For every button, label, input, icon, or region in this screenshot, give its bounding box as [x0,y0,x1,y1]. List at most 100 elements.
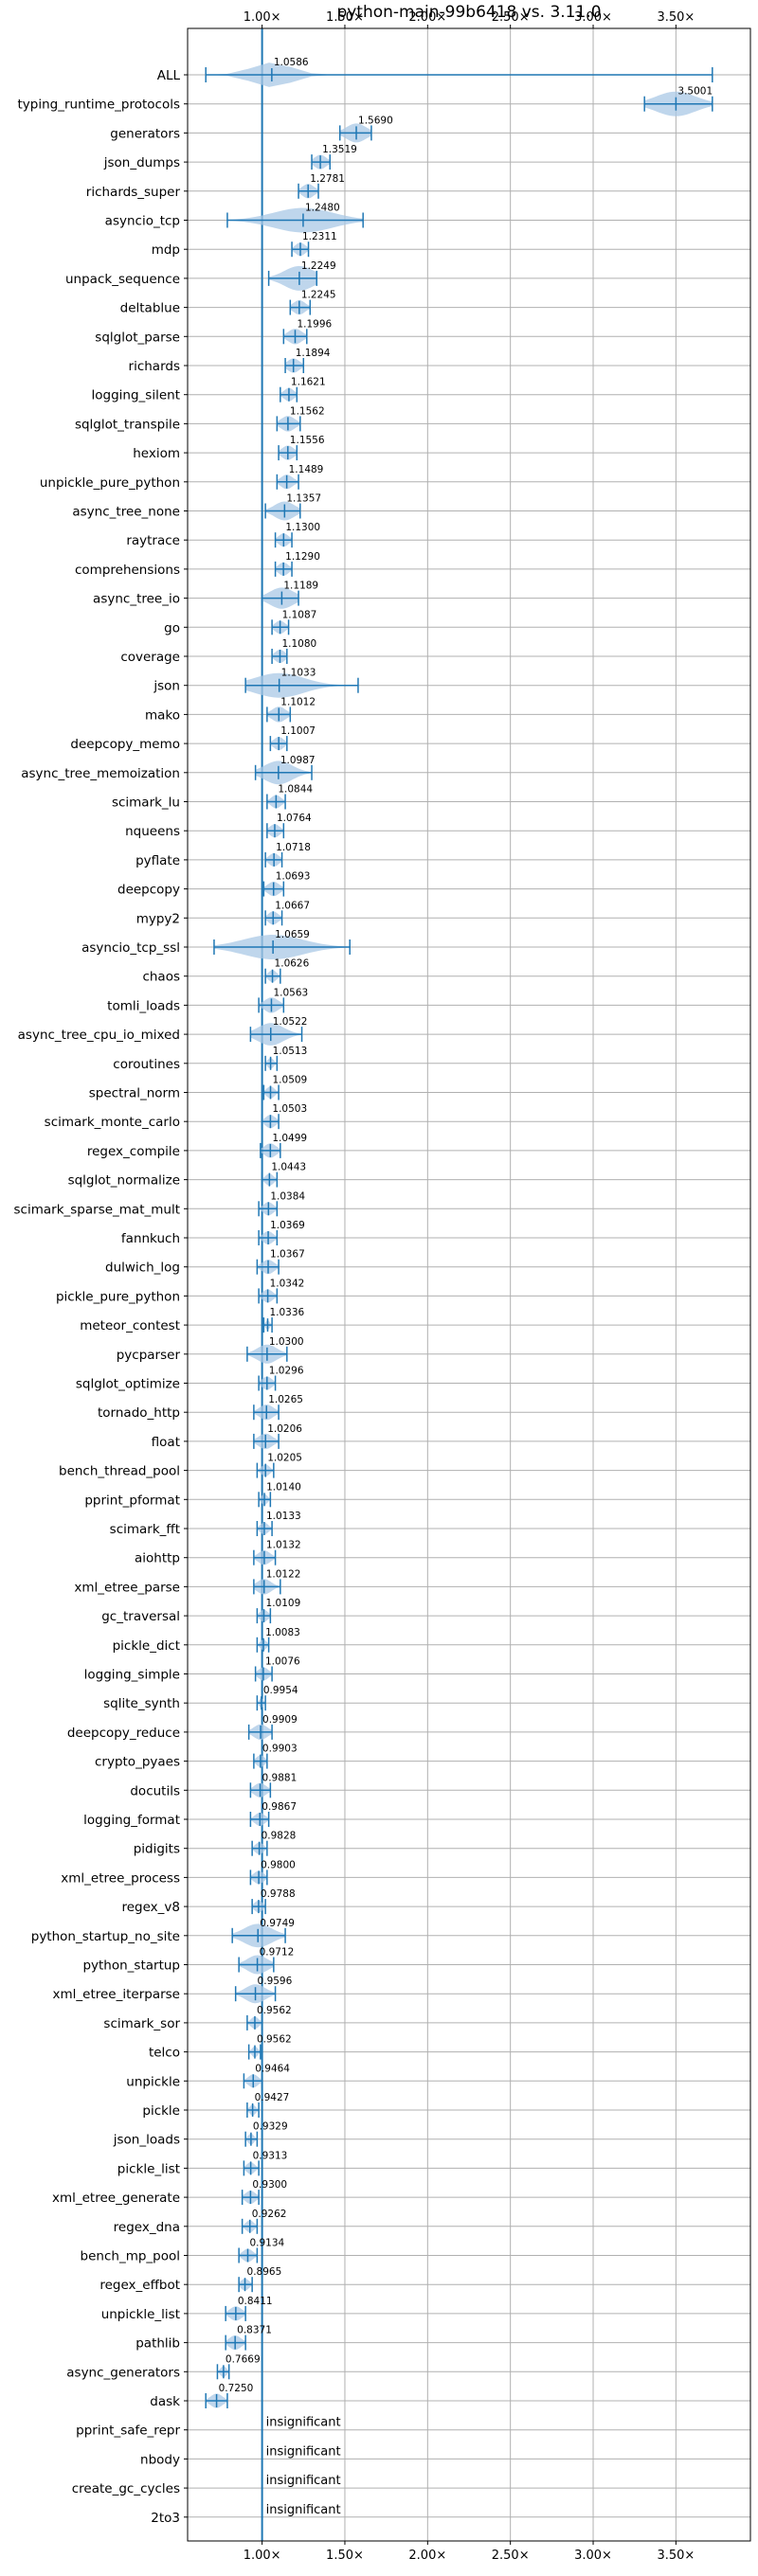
insignificant-label: insignificant [266,2503,341,2517]
value-label: 1.0513 [273,1046,308,1057]
category-label: regex_effbot [99,2278,180,2293]
category-label: async_tree_cpu_io_mixed [18,1028,180,1043]
category-label: scimark_monte_carlo [45,1115,180,1130]
labels: 1.00× 1.00× 1.50× 1.50× 2.00× 2.00× 2.50× 2.50×… [14,10,713,2563]
category-label: python_startup_no_site [31,1929,180,1944]
value-label: 0.9134 [249,2238,284,2249]
value-label: 0.9828 [262,1831,297,1842]
x-tick-label-bottom: 3.00× [574,2549,612,2563]
category-label: ALL [157,68,181,83]
category-label: pickle_pure_python [56,1289,180,1304]
category-label: coroutines [113,1057,180,1072]
value-label: 1.0296 [269,1366,304,1377]
category-label: nbody [140,2452,180,2467]
category-label: sqlglot_transpile [75,417,180,432]
value-label: 1.1087 [282,609,317,620]
category-label: docutils [130,1783,180,1798]
value-label: 1.0667 [275,900,310,911]
value-label: 1.0987 [280,755,316,766]
value-label: 1.0083 [265,1627,300,1638]
category-label: pickle_dict [113,1638,180,1654]
category-label: aiohttp [135,1551,180,1566]
insignificant-label: insignificant [266,2474,341,2488]
value-label: 1.3519 [322,144,357,155]
category-label: raytrace [126,533,180,548]
value-label: 1.1489 [289,464,324,475]
category-label: bench_thread_pool [59,1464,180,1479]
x-tick-label-bottom: 3.50× [657,2549,695,2563]
value-label: 3.5001 [677,86,713,98]
category-label: scimark_lu [112,796,180,811]
value-label: 1.0844 [278,784,313,796]
category-label: sqlglot_optimize [76,1377,180,1392]
value-label: 1.0140 [266,1481,301,1493]
value-label: 0.8965 [247,2266,282,2278]
value-label: 1.0205 [267,1453,302,1464]
category-label: nqueens [125,824,180,839]
category-label: bench_mp_pool [81,2249,180,2264]
value-label: 0.9596 [258,1976,293,1987]
value-label: 1.0586 [274,57,309,68]
value-label: 1.0367 [270,1249,305,1261]
value-label: 1.0509 [273,1075,308,1086]
category-label: typing_runtime_protocols [18,98,181,113]
x-tick-label-top: 3.00× [574,10,612,25]
category-label: regex_v8 [121,1900,180,1915]
value-label: 1.0503 [272,1103,307,1115]
category-label: scimark_fft [110,1522,180,1537]
category-label: pycparser [117,1348,181,1363]
category-label: pprint_pformat [84,1493,180,1508]
value-label: 1.1080 [281,638,316,650]
category-label: dulwich_log [105,1261,180,1276]
category-label: pathlib [135,2336,180,2352]
value-label: 1.2245 [301,290,336,301]
category-label: async_tree_io [93,592,180,607]
x-tick-label-top: 1.50× [326,10,364,25]
value-label: 0.9427 [255,2092,290,2103]
value-label: 0.9464 [255,2063,290,2074]
value-label: 1.0342 [270,1278,305,1289]
category-label: pyflate [135,853,180,868]
category-label: telco [149,2046,180,2061]
category-label: deepcopy_memo [70,737,180,752]
category-label: logging_format [83,1813,180,1828]
x-tick-label-bottom: 2.00× [408,2549,446,2563]
category-label: richards [129,359,180,374]
category-label: mypy2 [136,911,180,926]
category-label: unpickle_pure_python [40,475,180,491]
value-label: 1.0384 [270,1190,305,1202]
value-label: 0.7250 [219,2383,254,2394]
value-label: 1.0764 [277,813,312,824]
value-label: 1.1290 [285,551,320,563]
category-label: generators [110,126,180,141]
category-label: crypto_pyaes [95,1755,180,1770]
value-label: 0.9867 [262,1801,297,1813]
value-label: 1.0133 [266,1511,301,1522]
category-label: xml_etree_process [61,1870,180,1886]
category-label: hexiom [133,446,180,461]
value-label: 1.0369 [270,1220,305,1231]
category-label: chaos [142,970,180,985]
category-label: unpickle [126,2074,180,2089]
value-label: 1.0109 [266,1598,301,1609]
value-label: 1.0206 [267,1423,302,1435]
category-label: dask [150,2394,180,2409]
value-label: 0.9262 [252,2209,287,2220]
value-label: 0.9300 [252,2179,287,2191]
value-label: 0.9788 [261,1888,296,1900]
value-label: 1.0122 [266,1568,301,1580]
category-label: deltablue [120,301,180,316]
value-label: 0.9749 [260,1918,295,1929]
category-label: deepcopy [117,883,180,898]
category-label: async_generators [66,2365,180,2380]
category-label: float [152,1435,180,1450]
value-label: 1.1357 [286,493,321,505]
value-label: 1.0693 [276,871,311,883]
value-label: 1.2311 [302,231,337,242]
category-label: pprint_safe_repr [76,2424,180,2439]
category-label: xml_etree_generate [52,2191,180,2206]
category-label: async_tree_none [72,505,180,520]
x-tick-label-top: 2.50× [492,10,530,25]
